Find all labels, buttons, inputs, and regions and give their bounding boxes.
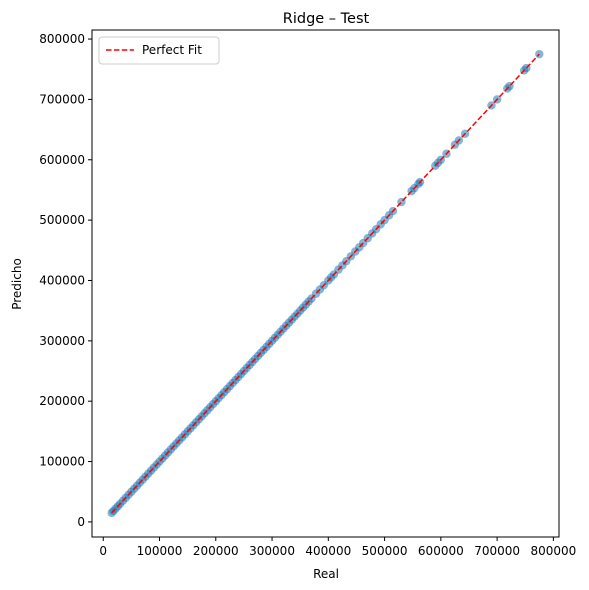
y-tick-label: 0 — [77, 515, 85, 529]
x-tick-label: 800000 — [530, 544, 576, 558]
x-tick-label: 700000 — [474, 544, 520, 558]
x-tick-label: 400000 — [305, 544, 351, 558]
chart-title: Ridge – Test — [283, 11, 370, 27]
legend-box — [98, 36, 220, 65]
x-tick-label: 200000 — [193, 544, 239, 558]
y-tick-label: 100000 — [39, 455, 85, 469]
x-axis-label: Real — [313, 567, 339, 581]
y-tick-label: 200000 — [39, 394, 85, 408]
y-tick-label: 300000 — [39, 334, 85, 348]
y-tick-label: 700000 — [39, 92, 85, 106]
y-tick-label: 800000 — [39, 32, 85, 46]
legend: Perfect Fit — [98, 36, 220, 65]
x-tick-label: 600000 — [418, 544, 464, 558]
y-tick-label: 600000 — [39, 153, 85, 167]
y-axis-ticks: 0 100000 200000 300000 400000 500000 600000 700… — [39, 32, 92, 529]
legend-fit-line-label: Perfect Fit — [142, 43, 202, 57]
y-tick-label: 500000 — [39, 213, 85, 227]
y-axis-label: Predicho — [10, 258, 24, 310]
plot-frame — [91, 29, 560, 538]
x-tick-label: 300000 — [249, 544, 295, 558]
x-tick-label: 100000 — [137, 544, 183, 558]
x-tick-label: 0 — [99, 544, 107, 558]
x-tick-label: 500000 — [362, 544, 408, 558]
perfect-fit-line — [111, 53, 540, 514]
x-axis-ticks: 0 100000 200000 300000 400000 500000 600000 700… — [99, 537, 576, 558]
y-tick-label: 400000 — [39, 273, 85, 287]
fit-line-layer — [111, 53, 540, 514]
